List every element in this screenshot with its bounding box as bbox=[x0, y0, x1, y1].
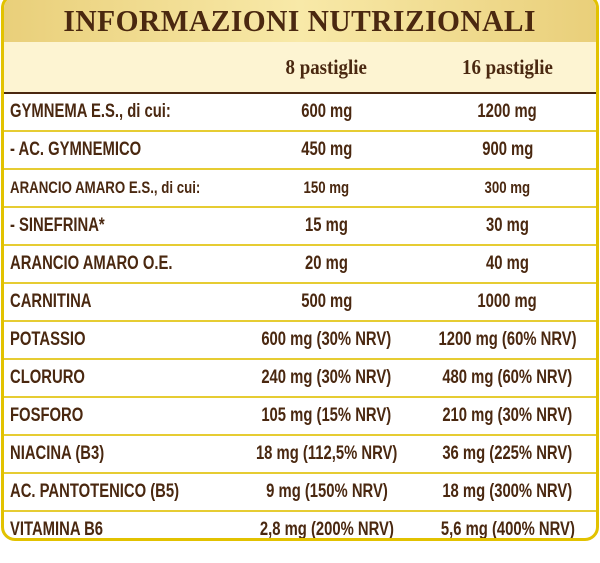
value-8-pastiglie: 600 mg bbox=[234, 101, 419, 123]
value-8-pastiglie: 600 mg (30% NRV) bbox=[234, 329, 419, 351]
value-16-pastiglie: 40 mg bbox=[419, 253, 596, 275]
nutrient-name-text: VITAMINA B6 bbox=[10, 519, 104, 540]
value-16-pastiglie-text: 1200 mg (60% NRV) bbox=[438, 329, 577, 350]
value-16-pastiglie-text: 5,6 mg (400% NRV) bbox=[440, 519, 575, 540]
table-row: POTASSIO 600 mg (30% NRV) 1200 mg (60% NRV… bbox=[4, 322, 596, 360]
header-16-pastiglie: 16 pastiglie bbox=[462, 54, 553, 79]
value-8-pastiglie: 20 mg bbox=[234, 253, 419, 275]
nutrient-name: ARANCIO AMARO O.E. bbox=[4, 253, 234, 275]
nutrient-name: - SINEFRINA* bbox=[4, 215, 234, 237]
nutrient-name: AC. PANTOTENICO (B5) bbox=[4, 481, 234, 503]
nutrient-name: VITAMINA B6 bbox=[4, 519, 234, 540]
value-8-pastiglie-text: 450 mg bbox=[300, 139, 353, 160]
nutrient-name-text: POTASSIO bbox=[10, 329, 86, 350]
value-16-pastiglie: 5,6 mg (400% NRV) bbox=[419, 519, 596, 540]
value-16-pastiglie-text: 900 mg bbox=[481, 139, 534, 160]
value-8-pastiglie-text: 240 mg (30% NRV) bbox=[261, 367, 392, 388]
value-16-pastiglie: 1000 mg bbox=[419, 291, 596, 313]
value-8-pastiglie-text: 150 mg bbox=[303, 178, 350, 197]
table-row: CARNITINA 500 mg 1000 mg bbox=[4, 284, 596, 322]
header-nutrient bbox=[4, 58, 234, 76]
table-row: ARANCIO AMARO E.S., di cui: 150 mg 300 mg bbox=[4, 170, 596, 208]
table-row: GYMNEMA E.S., di cui: 600 mg 1200 mg bbox=[4, 94, 596, 132]
value-16-pastiglie: 30 mg bbox=[419, 215, 596, 237]
value-16-pastiglie: 36 mg (225% NRV) bbox=[419, 443, 596, 465]
value-16-pastiglie-text: 30 mg bbox=[486, 215, 529, 236]
nutrient-name-text: CARNITINA bbox=[10, 291, 92, 312]
table-title-bar: INFORMAZIONI NUTRIZIONALI bbox=[4, 0, 596, 42]
nutrient-name: CARNITINA bbox=[4, 291, 234, 313]
value-16-pastiglie: 480 mg (60% NRV) bbox=[419, 367, 596, 389]
value-8-pastiglie: 9 mg (150% NRV) bbox=[234, 481, 419, 503]
table-row: AC. PANTOTENICO (B5) 9 mg (150% NRV) 18 mg… bbox=[4, 474, 596, 512]
value-16-pastiglie-text: 18 mg (300% NRV) bbox=[442, 481, 573, 502]
nutrient-name: ARANCIO AMARO E.S., di cui: bbox=[4, 178, 234, 198]
value-8-pastiglie-text: 18 mg (112,5% NRV) bbox=[255, 443, 398, 464]
table-row: - AC. GYMNEMICO 450 mg 900 mg bbox=[4, 132, 596, 170]
value-8-pastiglie: 240 mg (30% NRV) bbox=[234, 367, 419, 389]
value-16-pastiglie: 210 mg (30% NRV) bbox=[419, 405, 596, 427]
nutrient-name: GYMNEMA E.S., di cui: bbox=[4, 101, 234, 123]
value-8-pastiglie: 2,8 mg (200% NRV) bbox=[234, 519, 419, 540]
nutrient-name: POTASSIO bbox=[4, 329, 234, 351]
nutrient-name-text: - AC. GYMNEMICO bbox=[10, 139, 142, 160]
value-8-pastiglie-text: 500 mg bbox=[300, 291, 353, 312]
value-8-pastiglie-text: 600 mg bbox=[300, 101, 353, 122]
value-8-pastiglie-text: 2,8 mg (200% NRV) bbox=[259, 519, 394, 540]
value-8-pastiglie: 105 mg (15% NRV) bbox=[234, 405, 419, 427]
value-16-pastiglie-text: 1200 mg bbox=[477, 101, 538, 122]
header-8-pastiglie: 8 pastiglie bbox=[285, 54, 368, 79]
value-8-pastiglie-text: 15 mg bbox=[305, 215, 348, 236]
table-row: VITAMINA B6 2,8 mg (200% NRV) 5,6 mg (400%… bbox=[4, 512, 596, 540]
value-8-pastiglie: 18 mg (112,5% NRV) bbox=[234, 443, 419, 465]
nutrient-name-text: - SINEFRINA* bbox=[10, 215, 105, 236]
value-16-pastiglie: 18 mg (300% NRV) bbox=[419, 481, 596, 503]
value-8-pastiglie-text: 105 mg (15% NRV) bbox=[261, 405, 392, 426]
nutrient-name-text: ARANCIO AMARO O.E. bbox=[10, 253, 173, 274]
table-row: - SINEFRINA* 15 mg 30 mg bbox=[4, 208, 596, 246]
header-row: 8 pastiglie 16 pastiglie bbox=[4, 42, 596, 94]
nutrient-name-text: FOSFORO bbox=[10, 405, 84, 426]
value-16-pastiglie-text: 300 mg bbox=[484, 178, 531, 197]
table-row: NIACINA (B3) 18 mg (112,5% NRV) 36 mg (225… bbox=[4, 436, 596, 474]
value-16-pastiglie: 900 mg bbox=[419, 139, 596, 161]
value-8-pastiglie-text: 20 mg bbox=[305, 253, 348, 274]
value-8-pastiglie: 15 mg bbox=[234, 215, 419, 237]
value-16-pastiglie-text: 210 mg (30% NRV) bbox=[442, 405, 573, 426]
table-body: GYMNEMA E.S., di cui: 600 mg 1200 mg - AC.… bbox=[4, 94, 596, 540]
nutrient-name: - AC. GYMNEMICO bbox=[4, 139, 234, 161]
nutrient-name-text: NIACINA (B3) bbox=[10, 443, 105, 464]
value-16-pastiglie-text: 40 mg bbox=[486, 253, 529, 274]
value-16-pastiglie-text: 1000 mg bbox=[477, 291, 538, 312]
value-16-pastiglie: 1200 mg (60% NRV) bbox=[419, 329, 596, 351]
table-row: CLORURO 240 mg (30% NRV) 480 mg (60% NRV) bbox=[4, 360, 596, 398]
nutrient-name-text: CLORURO bbox=[10, 367, 85, 388]
value-8-pastiglie-text: 600 mg (30% NRV) bbox=[261, 329, 392, 350]
table-title: INFORMAZIONI NUTRIZIONALI bbox=[63, 3, 537, 38]
nutrient-name: FOSFORO bbox=[4, 405, 234, 427]
value-8-pastiglie: 450 mg bbox=[234, 139, 419, 161]
table-row: FOSFORO 105 mg (15% NRV) 210 mg (30% NRV) bbox=[4, 398, 596, 436]
table-row: ARANCIO AMARO O.E. 20 mg 40 mg bbox=[4, 246, 596, 284]
nutrient-name-text: ARANCIO AMARO E.S., di cui: bbox=[10, 178, 201, 197]
value-8-pastiglie-text: 9 mg (150% NRV) bbox=[265, 481, 388, 502]
nutrient-name: CLORURO bbox=[4, 367, 234, 389]
nutrient-name-text: GYMNEMA E.S., di cui: bbox=[10, 101, 171, 122]
value-16-pastiglie-text: 480 mg (60% NRV) bbox=[442, 367, 573, 388]
nutrition-table: INFORMAZIONI NUTRIZIONALI 8 pastiglie 16… bbox=[1, 0, 599, 541]
value-16-pastiglie-text: 36 mg (225% NRV) bbox=[442, 443, 573, 464]
value-8-pastiglie: 150 mg bbox=[234, 178, 419, 198]
value-16-pastiglie: 300 mg bbox=[419, 178, 596, 198]
value-16-pastiglie: 1200 mg bbox=[419, 101, 596, 123]
nutrient-name: NIACINA (B3) bbox=[4, 443, 234, 465]
value-8-pastiglie: 500 mg bbox=[234, 291, 419, 313]
nutrient-name-text: AC. PANTOTENICO (B5) bbox=[10, 481, 180, 502]
